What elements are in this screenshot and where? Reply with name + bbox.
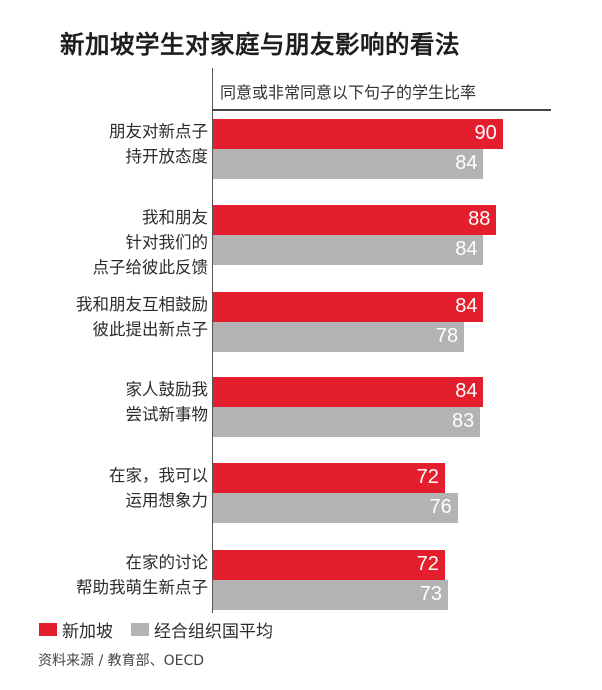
header-rule <box>212 109 551 111</box>
chart-subtitle: 同意或非常同意以下句子的学生比率 <box>220 83 477 102</box>
bar-singapore: 88 <box>213 205 497 235</box>
category-label: 我和朋友针对我们的点子给彼此反馈 <box>93 205 209 280</box>
bar-oecd: 84 <box>213 149 484 179</box>
value-label: 84 <box>455 152 478 174</box>
bar-group: 在家，我可以运用想象力 72 76 <box>0 463 602 523</box>
legend-swatch-grey <box>131 622 149 636</box>
category-label-line: 帮助我萌生新点子 <box>76 578 208 597</box>
bar-oecd: 73 <box>213 580 449 610</box>
value-label: 72 <box>416 466 439 488</box>
chart-title: 新加坡学生对家庭与朋友影响的看法 <box>60 30 460 59</box>
category-label-line: 在家，我可以 <box>109 466 208 485</box>
bar-group: 在家的讨论帮助我萌生新点子 72 73 <box>0 550 602 610</box>
bar-group: 我和朋友针对我们的点子给彼此反馈 88 84 <box>0 205 602 277</box>
bar-oecd: 78 <box>213 322 465 352</box>
value-label: 84 <box>455 380 478 402</box>
category-label-line: 运用想象力 <box>125 491 209 510</box>
category-label-line: 我和朋友 <box>142 208 208 227</box>
bar-oecd: 84 <box>213 235 484 265</box>
bar-group: 朋友对新点子持开放态度 90 84 <box>0 119 602 179</box>
category-label-line: 持开放态度 <box>125 147 209 166</box>
category-label: 在家的讨论帮助我萌生新点子 <box>76 550 208 600</box>
category-label-line: 在家的讨论 <box>125 553 209 572</box>
category-label-line: 我和朋友互相鼓励 <box>76 295 208 314</box>
value-label: 83 <box>452 410 475 432</box>
category-label-line: 朋友对新点子 <box>109 122 208 141</box>
bar-singapore: 90 <box>213 119 503 149</box>
category-label: 家人鼓励我尝试新事物 <box>126 377 209 427</box>
legend-label-oecd: 经合组织国平均 <box>154 621 273 642</box>
value-label: 84 <box>455 295 478 317</box>
value-label: 72 <box>416 553 439 575</box>
value-label: 73 <box>419 583 443 605</box>
category-label-line: 彼此提出新点子 <box>92 320 209 339</box>
bar-singapore: 84 <box>213 377 484 407</box>
legend-item-oecd: 经合组织国平均 <box>131 617 273 642</box>
legend: 新加坡 经合组织国平均 <box>39 617 291 642</box>
category-label-line: 点子给彼此反馈 <box>92 258 209 277</box>
legend-label-singapore: 新加坡 <box>62 621 113 642</box>
y-axis-line <box>212 68 213 613</box>
category-label-line: 尝试新事物 <box>125 405 209 424</box>
category-label-line: 家人鼓励我 <box>125 380 209 399</box>
bar-group: 我和朋友互相鼓励彼此提出新点子 84 78 <box>0 292 602 352</box>
source-note: 资料来源 / 教育部、OECD <box>38 653 205 669</box>
legend-item-singapore: 新加坡 <box>39 617 113 642</box>
category-label: 在家，我可以运用想象力 <box>109 463 208 513</box>
bar-oecd: 76 <box>213 493 458 523</box>
value-label: 84 <box>455 238 478 260</box>
bar-singapore: 84 <box>213 292 484 322</box>
value-label: 88 <box>468 208 491 230</box>
legend-swatch-red <box>39 622 57 636</box>
value-label: 78 <box>435 325 459 347</box>
value-label: 76 <box>429 496 452 518</box>
category-label-line: 针对我们的 <box>125 233 209 252</box>
bar-singapore: 72 <box>213 550 445 580</box>
bar-singapore: 72 <box>213 463 445 493</box>
value-label: 90 <box>474 122 497 144</box>
bar-group: 家人鼓励我尝试新事物 84 83 <box>0 377 602 437</box>
bar-oecd: 83 <box>213 407 481 437</box>
category-label: 朋友对新点子持开放态度 <box>109 119 208 169</box>
category-label: 我和朋友互相鼓励彼此提出新点子 <box>76 292 208 342</box>
